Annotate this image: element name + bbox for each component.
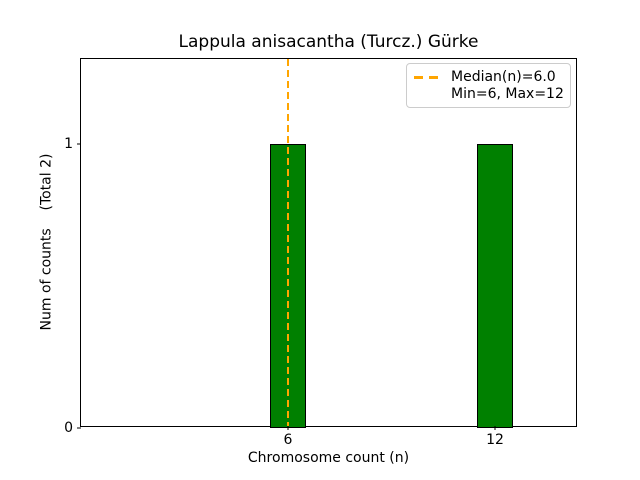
x-tick (287, 426, 289, 430)
x-axis-label: Chromosome count (n) (247, 450, 410, 466)
x-tick (494, 426, 496, 430)
y-tick (77, 143, 81, 145)
y-tick-label: 0 (64, 420, 73, 436)
plot-area: 6 12 0 1 (64, 58, 577, 448)
median-line (287, 59, 289, 426)
chart-title: Lappula anisacantha (Turcz.) Gürke (178, 32, 479, 52)
y-tick-label: 1 (64, 136, 73, 152)
legend-label-minmax: Min=6, Max=12 (451, 86, 564, 102)
legend-row-minmax: Min=6, Max=12 (414, 86, 564, 103)
legend: Median(n)=6.0 Min=6, Max=12 (406, 63, 571, 108)
median-dashed-line-icon (414, 76, 441, 79)
legend-row-median: Median(n)=6.0 (414, 69, 562, 86)
y-axis-label: Num of counts (Total 2) (38, 153, 55, 331)
x-tick-label: 6 (283, 432, 293, 448)
legend-label-median: Median(n)=6.0 (451, 69, 556, 85)
y-tick (77, 427, 81, 429)
bar (477, 144, 513, 428)
x-tick-label: 12 (486, 432, 504, 448)
